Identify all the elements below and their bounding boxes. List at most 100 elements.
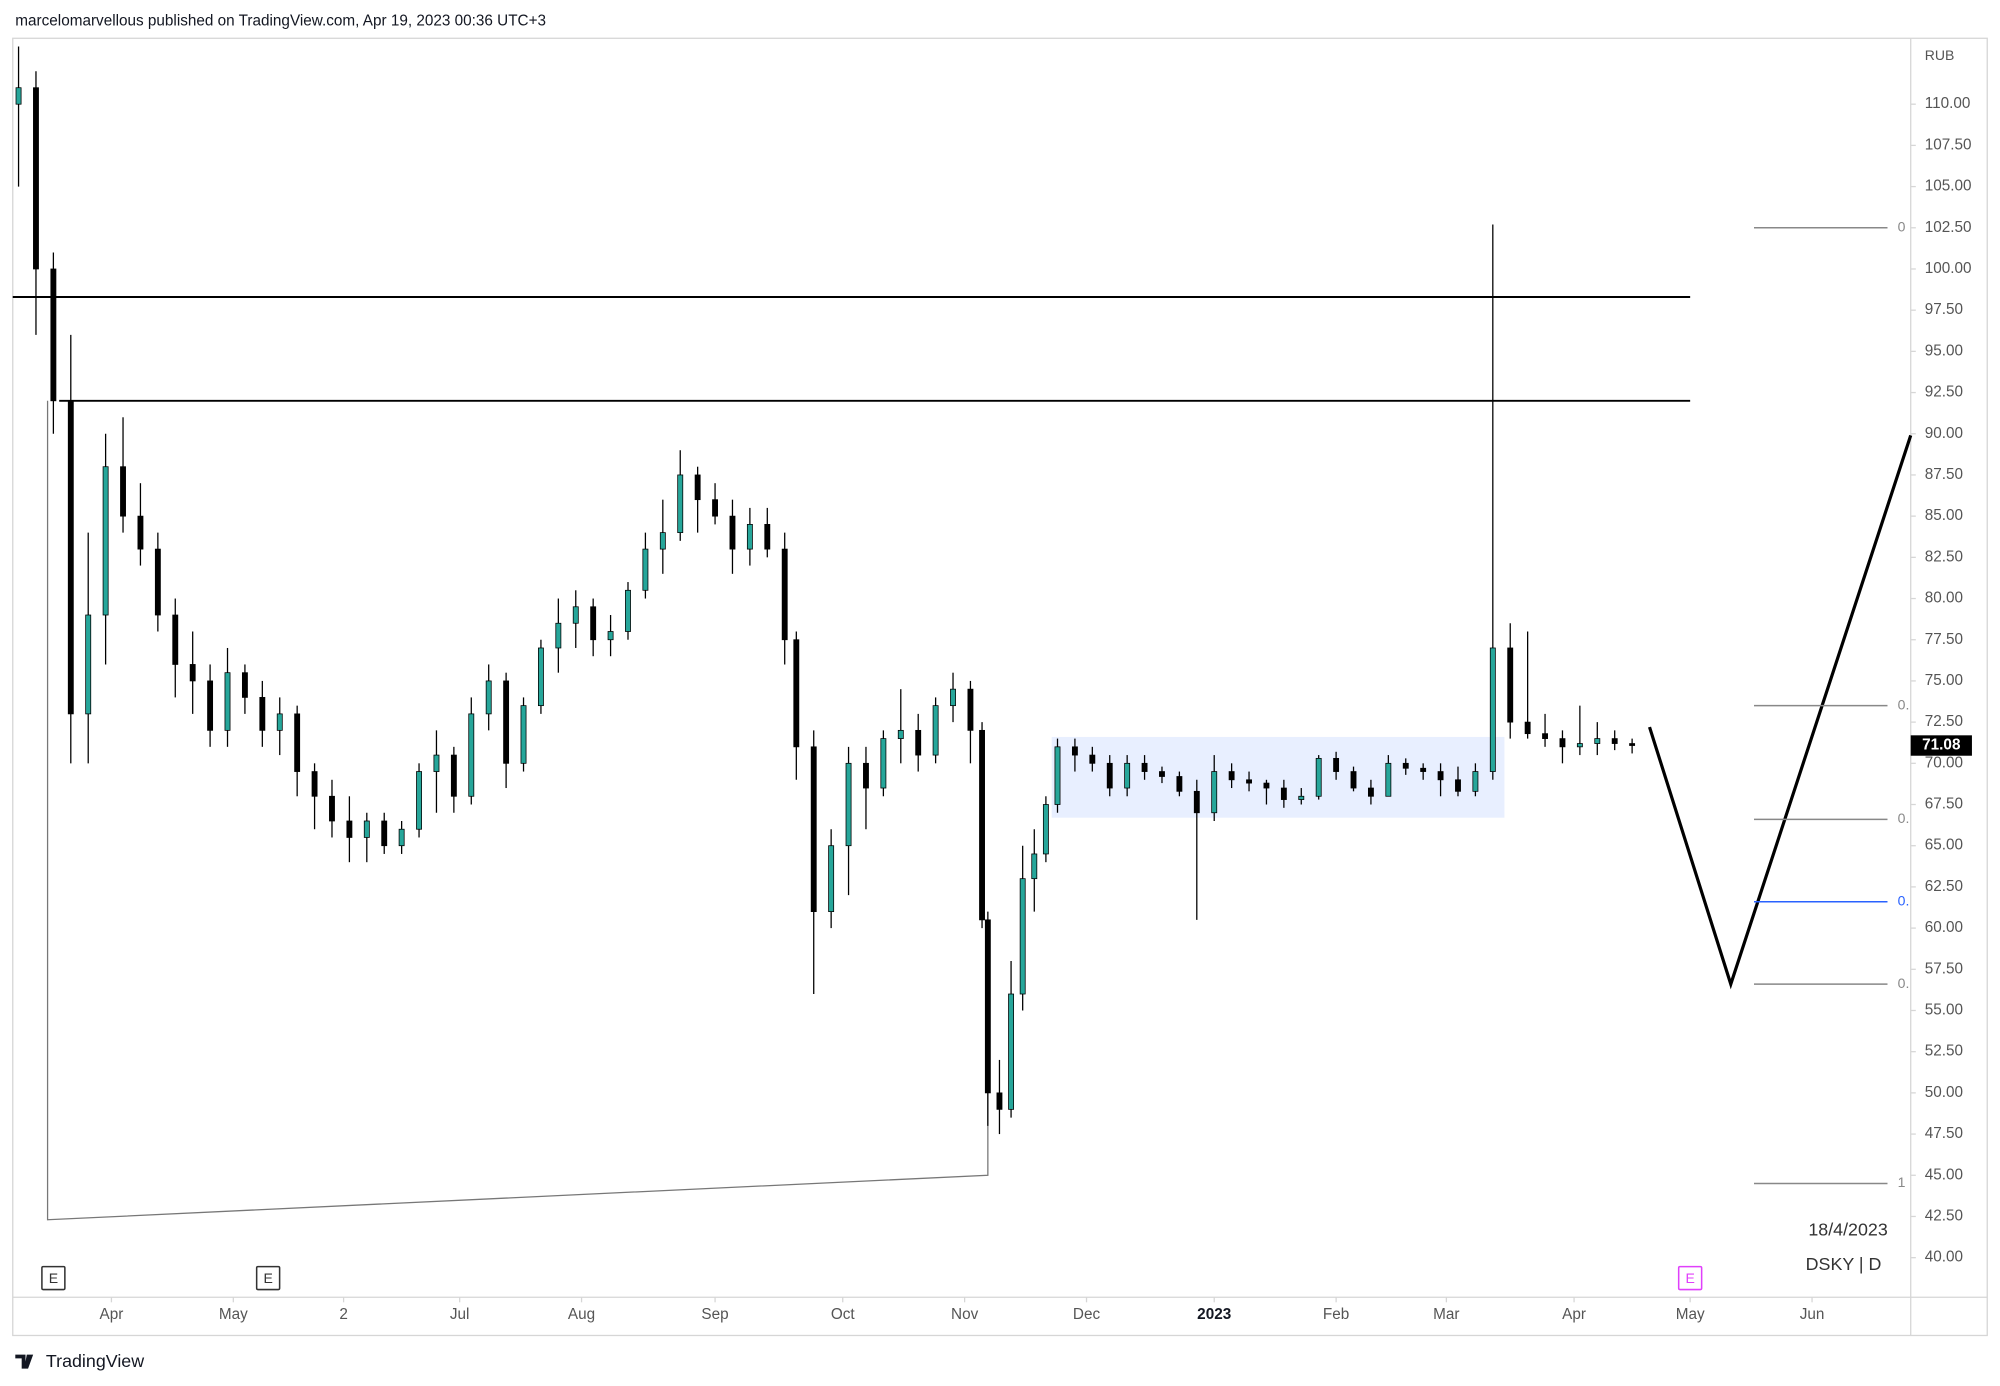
last-price-label: 71.08 (1922, 737, 1961, 754)
candle-body (880, 738, 887, 789)
y-tick-label: 95.00 (1925, 342, 1963, 359)
x-tick-label: Jun (1800, 1306, 1825, 1323)
y-tick-label: 47.50 (1925, 1125, 1963, 1142)
candle-body (1385, 762, 1392, 797)
watermark-symbol: DSKY | D (1806, 1254, 1882, 1274)
candle-body (1333, 757, 1340, 772)
candle-body (416, 771, 422, 830)
candle-body (764, 524, 771, 550)
y-tick-label: 70.00 (1925, 754, 1963, 771)
candle-body (996, 1092, 1003, 1110)
candle-body (642, 548, 649, 591)
candle-body (828, 845, 835, 913)
header: marcelomarvellous published on TradingVi… (15, 13, 546, 30)
x-tick-label: Feb (1323, 1306, 1349, 1323)
y-tick-label: 75.00 (1925, 672, 1963, 689)
candle-body (1228, 771, 1235, 781)
y-tick-label: 50.00 (1925, 1084, 1963, 1101)
candle-body (712, 499, 718, 517)
candle-body (781, 548, 788, 641)
candle-body (1315, 757, 1322, 797)
candle-body (329, 795, 335, 822)
candle-body (1019, 878, 1026, 995)
y-tick-label: 90.00 (1925, 425, 1963, 442)
candle-body (863, 762, 869, 789)
candle-body (120, 466, 126, 517)
y-tick-label: 107.50 (1925, 136, 1972, 153)
y-tick-label: 85.00 (1925, 507, 1963, 524)
brand-logo (15, 1354, 34, 1369)
candle-body (984, 919, 991, 1094)
y-tick-label: 42.50 (1925, 1208, 1963, 1225)
candle-body (259, 697, 266, 731)
candle-body (102, 466, 109, 616)
candle-body (67, 400, 74, 715)
candle-body (1280, 787, 1287, 800)
candle-body (1193, 790, 1200, 814)
y-tick-label: 102.50 (1925, 219, 1972, 236)
candle-body (85, 614, 92, 715)
currency: RUB (1925, 47, 1955, 63)
candle-body (1298, 795, 1305, 800)
candle-body (224, 672, 231, 731)
y-tick-label: 105.00 (1925, 178, 1972, 195)
candle-body (1507, 647, 1514, 723)
candle-body (1106, 762, 1113, 789)
candle-body (468, 713, 475, 797)
candle-body (1350, 771, 1357, 789)
watermark-date: 18/4/2023 (1808, 1220, 1887, 1240)
x-tick-label: Mar (1433, 1306, 1459, 1323)
candle-body (967, 688, 974, 731)
candle-body (172, 614, 179, 665)
candle-body (793, 639, 800, 748)
candle-body (537, 647, 544, 707)
x-tick-label: Dec (1073, 1306, 1101, 1323)
candle-body (1124, 762, 1131, 789)
candle-body (485, 680, 492, 715)
candle-body (15, 87, 22, 105)
candle-body (276, 713, 283, 731)
candle-body (189, 664, 196, 682)
candle-body (1031, 853, 1038, 880)
x-tick-label: 2023 (1197, 1306, 1231, 1323)
candle-body (746, 524, 753, 550)
candle-body (979, 729, 985, 921)
candle-body (625, 589, 631, 632)
range-box (1051, 736, 1505, 818)
x-tick-label: Nov (951, 1306, 979, 1323)
fib-label: 0. (1898, 892, 1910, 908)
candle-body (1246, 779, 1252, 784)
candle-body (572, 606, 579, 624)
chart-frame (12, 37, 1988, 1337)
candle-body (1263, 782, 1270, 789)
candle-body (729, 515, 736, 550)
candle-body (1594, 738, 1601, 744)
candle-body (590, 606, 597, 641)
candle-body (677, 474, 684, 534)
candle-body (311, 771, 318, 797)
candle-body (1071, 746, 1078, 756)
candle-body (1211, 771, 1218, 814)
candle-body (1141, 762, 1148, 772)
candle-body (520, 705, 527, 764)
candle-body (1008, 993, 1015, 1110)
candle-body (1472, 771, 1479, 792)
x-tick-label: May (219, 1306, 248, 1323)
candle-body (1437, 771, 1444, 781)
candle-body (950, 688, 956, 707)
candle-body (845, 762, 852, 847)
event-marker (41, 1265, 66, 1291)
y-tick-label: 110.00 (1925, 95, 1971, 112)
y-tick-label: 60.00 (1925, 919, 1963, 936)
candle-body (294, 713, 301, 772)
x-tick-label: Jul (450, 1306, 470, 1323)
candle-body (1576, 743, 1583, 748)
candle-body (50, 268, 57, 402)
y-tick-label: 97.50 (1925, 301, 1963, 318)
candle-body (555, 622, 562, 649)
y-tick-label: 62.50 (1925, 878, 1963, 895)
x-tick-label: May (1676, 1306, 1705, 1323)
candle-body (503, 680, 510, 764)
fib-label: 0. (1898, 696, 1910, 712)
